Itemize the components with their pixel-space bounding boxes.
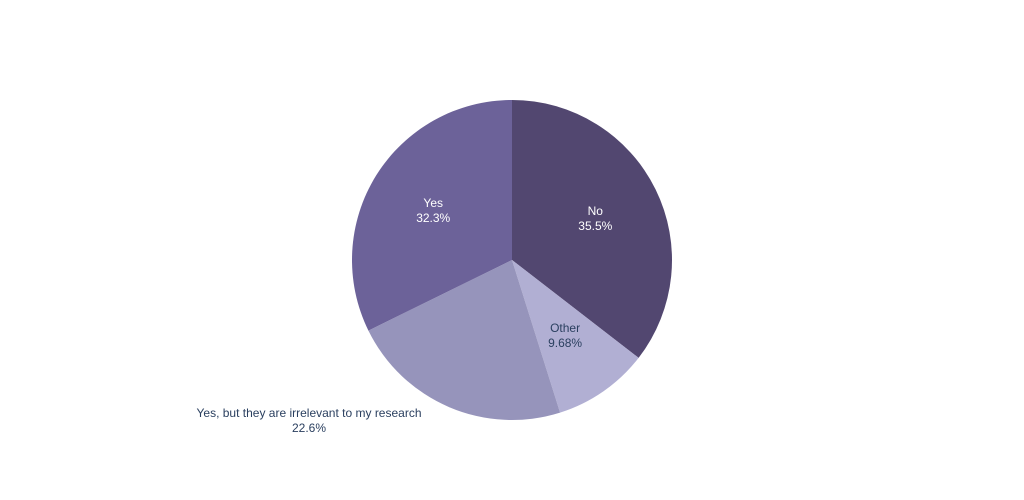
pie-slice-label-3: Yes 32.3%	[416, 196, 450, 225]
pie-labels: No 35.5% Other 9.68% Yes, but they are irrel…	[197, 196, 613, 435]
pie-slice-name: Yes, but they are irrelevant to my resea…	[197, 406, 422, 420]
pie-slice-0[interactable]	[512, 100, 672, 358]
pie-slice-label-0: No 35.5%	[578, 204, 612, 233]
pie-slice-name: Other	[550, 321, 580, 335]
pie-slice-percent: 32.3%	[416, 211, 450, 225]
pie-slice-label-2: Yes, but they are irrelevant to my resea…	[197, 406, 422, 435]
pie-slice-percent: 35.5%	[578, 219, 612, 233]
pie-slice-2[interactable]	[368, 260, 561, 420]
pie-slice-1[interactable]	[512, 260, 639, 413]
pie-slice-label-1: Other 9.68%	[548, 321, 582, 350]
pie-slices	[351, 100, 672, 420]
pie-slice-percent: 22.6%	[292, 421, 326, 435]
pie-slice-name: No	[588, 204, 604, 218]
pie-slice-percent: 9.68%	[548, 336, 582, 350]
pie-slice-name: Yes	[423, 196, 443, 210]
pie-slice-3[interactable]	[351, 100, 512, 331]
